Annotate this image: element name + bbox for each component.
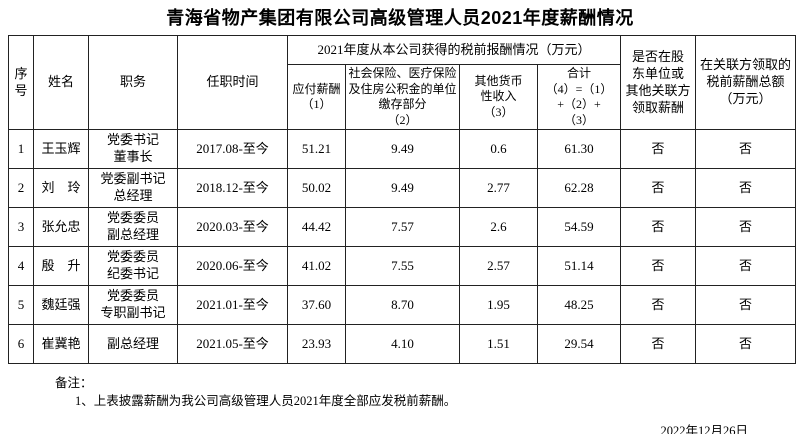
cell-other: 2.57 <box>459 246 538 287</box>
cell-payable: 23.93 <box>287 324 346 365</box>
cell-social: 7.55 <box>345 246 460 287</box>
cell-payable: 41.02 <box>287 246 346 287</box>
cell-payable: 37.60 <box>287 285 346 326</box>
header-related-question: 是否在股 东单位或 其他关联方 领取薪酬 <box>620 34 697 131</box>
cell-position: 副总经理 <box>88 324 178 365</box>
note-item: 1、上表披露薪酬为我公司高级管理人员2021年度全部应发税前薪酬。 <box>75 393 457 408</box>
cell-position: 党委副书记 总经理 <box>88 168 178 209</box>
cell-payable: 50.02 <box>287 168 346 209</box>
cell-related-amt: 否 <box>695 246 797 287</box>
cell-position: 党委书记 董事长 <box>88 129 178 170</box>
cell-total: 48.25 <box>536 285 622 326</box>
cell-related-amt: 否 <box>695 168 797 209</box>
header-seq: 序 号 <box>8 34 34 131</box>
header-compensation-group: 2021年度从本公司获得的税前报酬情况（万元） <box>286 35 622 65</box>
cell-total: 61.30 <box>536 129 622 170</box>
header-row-sub: 应付薪酬 （1） 社会保险、医疗保险及住房公积金的单位缴存部分 （2） 其他货币… <box>9 63 796 131</box>
cell-seq: 1 <box>8 129 34 170</box>
cell-name: 王玉辉 <box>33 129 89 170</box>
cell-seq: 4 <box>8 246 34 287</box>
header-name: 姓名 <box>33 34 89 131</box>
cell-related-amt: 否 <box>695 207 797 248</box>
cell-seq: 3 <box>8 207 34 248</box>
cell-related-q: 否 <box>620 129 697 170</box>
notes-label: 备注： <box>55 376 93 391</box>
salary-table: 序 号 姓名 职务 任职时间 2021年度从本公司获得的税前报酬情况（万元） 是… <box>8 34 797 365</box>
table-row: 4 殷 升 党委委员 纪委书记 2020.06-至今 41.02 7.55 2.… <box>8 246 797 287</box>
table-row: 1 王玉辉 党委书记 董事长 2017.08-至今 51.21 9.49 0.6… <box>8 129 797 170</box>
cell-related-amt: 否 <box>695 324 797 365</box>
cell-tenure: 2017.08-至今 <box>177 129 288 170</box>
cell-name: 殷 升 <box>33 246 89 287</box>
cell-tenure: 2021.01-至今 <box>177 285 288 326</box>
cell-related-amt: 否 <box>695 285 797 326</box>
cell-other: 1.95 <box>459 285 538 326</box>
header-total: 合计 （4）=（1） +（2）+ （3） <box>536 63 622 131</box>
cell-position: 党委委员 副总经理 <box>88 207 178 248</box>
cell-payable: 51.21 <box>287 129 346 170</box>
cell-related-amt: 否 <box>695 129 797 170</box>
cell-other: 2.6 <box>459 207 538 248</box>
header-position: 职务 <box>88 34 178 131</box>
table-row: 6 崔冀艳 副总经理 2021.05-至今 23.93 4.10 1.51 29… <box>8 324 797 365</box>
cell-other: 0.6 <box>459 129 538 170</box>
cell-name: 刘 玲 <box>33 168 89 209</box>
table-row: 2 刘 玲 党委副书记 总经理 2018.12-至今 50.02 9.49 2.… <box>8 168 797 209</box>
cell-tenure: 2021.05-至今 <box>177 324 288 365</box>
header-related-amount: 在关联方领取的 税前薪酬总额 （万元） <box>695 34 797 131</box>
cell-related-q: 否 <box>620 246 697 287</box>
cell-tenure: 2020.06-至今 <box>177 246 288 287</box>
cell-seq: 6 <box>8 324 34 365</box>
table-row: 5 魏廷强 党委委员 专职副书记 2021.01-至今 37.60 8.70 1… <box>8 285 797 326</box>
cell-related-q: 否 <box>620 168 697 209</box>
cell-position: 党委委员 纪委书记 <box>88 246 178 287</box>
cell-other: 2.77 <box>459 168 538 209</box>
cell-name: 魏廷强 <box>33 285 89 326</box>
report-date: 2022年12月26日 <box>660 424 748 434</box>
cell-tenure: 2020.03-至今 <box>177 207 288 248</box>
cell-seq: 2 <box>8 168 34 209</box>
cell-name: 张允忠 <box>33 207 89 248</box>
header-social-insurance: 社会保险、医疗保险及住房公积金的单位缴存部分 （2） <box>345 63 460 131</box>
cell-position: 党委委员 专职副书记 <box>88 285 178 326</box>
header-tenure: 任职时间 <box>177 34 288 131</box>
cell-total: 51.14 <box>536 246 622 287</box>
cell-social: 7.57 <box>345 207 460 248</box>
cell-social: 8.70 <box>345 285 460 326</box>
header-payable: 应付薪酬 （1） <box>287 63 346 131</box>
page-title: 青海省物产集团有限公司高级管理人员2021年度薪酬情况 <box>166 8 634 28</box>
cell-social: 4.10 <box>345 324 460 365</box>
cell-tenure: 2018.12-至今 <box>177 168 288 209</box>
cell-related-q: 否 <box>620 324 697 365</box>
cell-total: 62.28 <box>536 168 622 209</box>
notes-block: 备注： 1、上表披露薪酬为我公司高级管理人员2021年度全部应发税前薪酬。 <box>55 375 800 410</box>
cell-total: 29.54 <box>536 324 622 365</box>
cell-social: 9.49 <box>345 129 460 170</box>
cell-social: 9.49 <box>345 168 460 209</box>
header-row-group: 序 号 姓名 职务 任职时间 2021年度从本公司获得的税前报酬情况（万元） 是… <box>8 34 797 131</box>
cell-seq: 5 <box>8 285 34 326</box>
cell-related-q: 否 <box>620 207 697 248</box>
cell-total: 54.59 <box>536 207 622 248</box>
cell-name: 崔冀艳 <box>33 324 89 365</box>
cell-payable: 44.42 <box>287 207 346 248</box>
header-other-income: 其他货币 性收入 （3） <box>459 63 538 131</box>
cell-other: 1.51 <box>459 324 538 365</box>
cell-related-q: 否 <box>620 285 697 326</box>
table-row: 3 张允忠 党委委员 副总经理 2020.03-至今 44.42 7.57 2.… <box>8 207 797 248</box>
